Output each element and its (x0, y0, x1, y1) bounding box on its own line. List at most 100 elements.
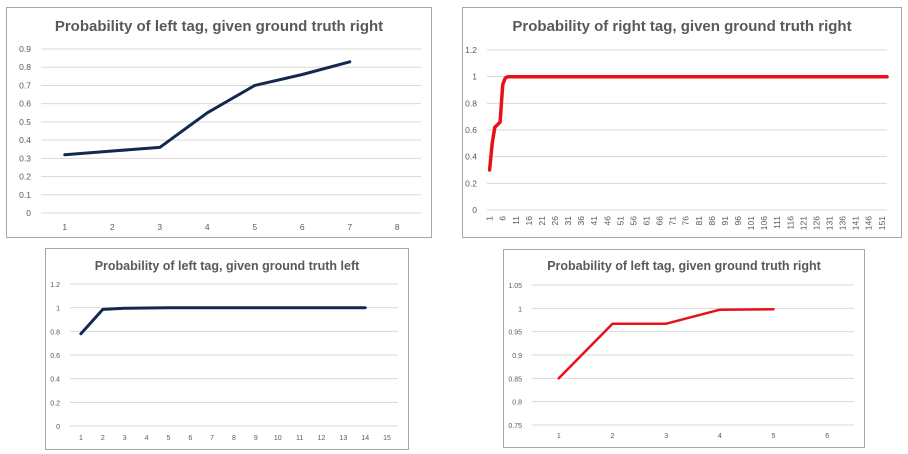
x-tick-label: 131 (824, 216, 834, 230)
x-tick-label: 3 (157, 222, 162, 232)
x-tick-label: 61 (641, 216, 651, 226)
y-tick-label: 1.2 (50, 282, 60, 289)
x-tick-label: 116 (785, 216, 795, 230)
x-tick-label: 4 (205, 222, 210, 232)
chart-panel-4: Probability of left tag, given ground tr… (503, 249, 865, 448)
x-tick-label: 4 (718, 433, 722, 440)
x-tick-label: 6 (825, 433, 829, 440)
chart-panel-1: Probability of left tag, given ground tr… (6, 7, 432, 238)
x-tick-label: 41 (589, 216, 599, 226)
x-tick-label: 21 (537, 216, 547, 226)
x-tick-label: 1 (557, 433, 561, 440)
x-tick-label: 4 (145, 435, 149, 442)
x-tick-label: 11 (511, 216, 521, 225)
y-tick-label: 0.9 (19, 44, 31, 54)
y-tick-label: 0 (26, 208, 31, 218)
chart-title: Probability of left tag, given ground tr… (54, 18, 384, 35)
x-tick-label: 111 (772, 216, 782, 229)
x-tick-label: 96 (733, 216, 743, 226)
x-tick-label: 5 (166, 435, 170, 442)
x-tick-label: 31 (563, 216, 573, 226)
chart-plot: 00.20.40.60.811.21 6 11 16 21 26 31 36 41 46 51 56 6… (465, 45, 889, 230)
x-tick-label: 7 (347, 222, 352, 232)
x-tick-label: 76 (681, 216, 691, 226)
y-tick-label: 1.05 (508, 283, 522, 290)
x-tick-label: 146 (864, 216, 874, 230)
x-tick-label: 1 (79, 435, 83, 442)
x-tick-label: 151 (877, 216, 887, 230)
series-line (63, 60, 352, 157)
chart-title: Probability of left tag, given ground tr… (94, 259, 360, 273)
x-tick-label: 16 (524, 216, 534, 226)
x-tick-label: 2 (110, 222, 115, 232)
x-tick-label: 6 (188, 435, 192, 442)
x-tick-label: 6 (300, 222, 305, 232)
x-tick-label: 56 (628, 216, 638, 226)
y-tick-label: 0.4 (50, 377, 60, 384)
y-tick-label: 0.4 (19, 135, 31, 145)
x-tick-label: 121 (798, 216, 808, 230)
x-tick-label: 3 (664, 433, 668, 440)
y-tick-label: 0.7 (19, 80, 31, 90)
y-tick-label: 0 (56, 424, 60, 431)
x-tick-label: 11 (296, 435, 303, 442)
x-tick-label: 91 (720, 216, 730, 226)
y-tick-label: 0 (472, 205, 477, 215)
x-tick-label: 71 (668, 216, 678, 226)
series-line (487, 74, 889, 172)
y-tick-label: 0.6 (19, 99, 31, 109)
x-tick-label: 1 (485, 216, 495, 221)
x-tick-label: 8 (232, 435, 236, 442)
x-tick-label: 15 (383, 435, 391, 442)
chart-title: Probability of left tag, given ground tr… (547, 259, 821, 273)
x-tick-label: 7 (210, 435, 214, 442)
series-line (79, 306, 367, 336)
chart-plot: 0 0.1 0.2 0.3 0.4 0.5 0.6 0.7 0.8 0.9 1 2 3 4 5 6 7 8 (19, 44, 421, 232)
y-tick-label: 0.9 (512, 353, 522, 360)
x-tick-label: 26 (550, 216, 560, 226)
x-tick-label: 9 (254, 435, 258, 442)
chart-title: Probability of right tag, given ground t… (512, 18, 852, 35)
x-tick-label: 136 (838, 216, 848, 230)
chart-panel-2: Probability of right tag, given ground t… (462, 7, 902, 238)
y-tick-label: 0.8 (465, 98, 477, 108)
y-tick-label: 1.2 (465, 45, 477, 55)
x-tick-label: 101 (746, 216, 756, 230)
x-tick-label: 8 (395, 222, 400, 232)
x-tick-label: 12 (318, 435, 326, 442)
x-tick-label: 14 (361, 435, 369, 442)
x-tick-label: 2 (611, 433, 615, 440)
x-tick-label: 10 (274, 435, 282, 442)
y-tick-label: 0.1 (19, 190, 31, 200)
y-tick-label: 0.2 (465, 178, 477, 188)
y-tick-label: 0.85 (508, 376, 522, 383)
y-tick-label: 0.8 (512, 400, 522, 407)
chart-plot: 0.75 0.8 0.85 0.9 0.95 1 1.05 1 2 3 4 5 6 (508, 283, 854, 440)
y-tick-label: 0.75 (508, 423, 522, 430)
y-tick-label: 0.2 (19, 172, 31, 182)
y-tick-label: 1 (56, 306, 60, 313)
y-tick-label: 0.6 (465, 125, 477, 135)
x-tick-label: 13 (339, 435, 347, 442)
y-tick-label: 0.5 (19, 117, 31, 127)
x-tick-label: 66 (655, 216, 665, 226)
series-line (557, 308, 775, 380)
y-tick-label: 1 (518, 306, 522, 313)
x-tick-label: 46 (602, 216, 612, 226)
x-tick-label: 3 (123, 435, 127, 442)
x-tick-label: 2 (101, 435, 105, 442)
x-tick-label: 81 (694, 216, 704, 226)
x-tick-label: 51 (615, 216, 625, 226)
y-tick-label: 0.95 (508, 330, 522, 337)
y-tick-label: 0.3 (19, 153, 31, 163)
x-tick-label: 5 (252, 222, 257, 232)
chart-plot: 00.20.40.60.811.21 2 3 4 5 6 7 8 9 10 11 12 13 14 15 (50, 282, 398, 442)
y-tick-label: 1 (472, 72, 477, 82)
y-tick-label: 0.6 (50, 353, 60, 360)
x-tick-label: 1 (62, 222, 67, 232)
y-tick-label: 0.8 (19, 62, 31, 72)
x-tick-label: 86 (707, 216, 717, 226)
x-tick-label: 126 (811, 216, 821, 230)
y-tick-label: 0.4 (465, 152, 477, 162)
x-tick-label: 5 (772, 433, 776, 440)
